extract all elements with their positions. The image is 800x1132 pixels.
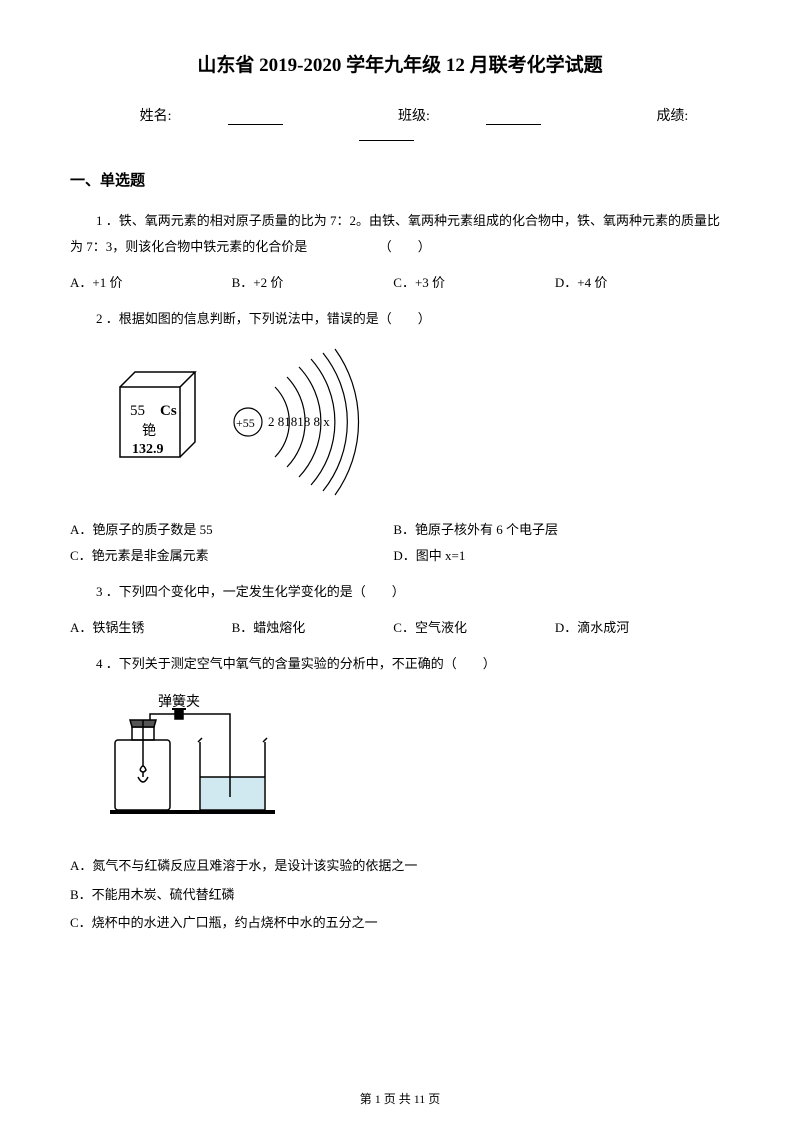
element-box: 55 Cs 铯 132.9 xyxy=(120,372,195,457)
q3-option-d: D．滴水成河 xyxy=(555,615,713,641)
section-header: 一、单选题 xyxy=(70,169,730,190)
q2-option-d: D．图中 x=1 xyxy=(393,543,716,569)
q3-option-c: C．空气液化 xyxy=(393,615,551,641)
question-2-options: A．铯原子的质子数是 55 B．铯原子核外有 6 个电子层 C．铯元素是非金属元… xyxy=(70,517,730,569)
q3-option-a: A．铁锅生锈 xyxy=(70,615,228,641)
q2-option-c: C．铯元素是非金属元素 xyxy=(70,543,393,569)
element-symbol: Cs xyxy=(160,403,177,419)
student-info-row: 姓名: 班级: 成绩: xyxy=(70,105,730,141)
q1-option-b: B．+2 价 xyxy=(232,270,390,296)
q1-option-c: C．+3 价 xyxy=(393,270,551,296)
score-blank xyxy=(359,127,414,141)
bottle xyxy=(115,720,170,810)
question-3-options: A．铁锅生锈 B．蜡烛熔化 C．空气液化 D．滴水成河 xyxy=(70,615,730,641)
question-2-text: 2 ．根据如图的信息判断，下列说法中，错误的是（ ） xyxy=(70,306,730,332)
class-label: 班级: xyxy=(370,109,569,124)
page-title: 山东省 2019-2020 学年九年级 12 月联考化学试题 xyxy=(70,50,730,77)
element-number: 55 xyxy=(130,403,145,419)
base xyxy=(110,810,275,814)
page-footer: 第 1 页 共 11 页 xyxy=(0,1090,800,1107)
question-2-figure: 55 Cs 铯 132.9 +55 2 81818 8 x xyxy=(100,347,730,502)
element-name: 铯 xyxy=(142,423,156,439)
atom-diagram: 55 Cs 铯 132.9 +55 2 81818 8 x xyxy=(100,347,420,497)
question-1-text: 1 ．铁、氧两元素的相对原子质量的比为 7：2。由铁、氧两种元素组成的化合物中，… xyxy=(70,208,730,260)
q3-option-b: B．蜡烛熔化 xyxy=(232,615,390,641)
q1-option-a: A．+1 价 xyxy=(70,270,228,296)
q4-option-a: A．氮气不与红磷反应且难溶于水，是设计该实验的依据之一 xyxy=(70,852,730,881)
question-1-options: A．+1 价 B．+2 价 C．+3 价 D．+4 价 xyxy=(70,270,730,296)
question-3-text: 3 ．下列四个变化中，一定发生化学变化的是（ ） xyxy=(70,579,730,605)
name-blank xyxy=(228,111,283,125)
class-blank xyxy=(486,111,541,125)
question-4-figure: 弹簧夹 xyxy=(100,692,730,837)
q2-option-b: B．铯原子核外有 6 个电子层 xyxy=(393,517,716,543)
question-4-text: 4 ．下列关于测定空气中氧气的含量实验的分析中，不正确的（ ） xyxy=(70,651,730,677)
beaker xyxy=(198,738,267,810)
experiment-apparatus: 弹簧夹 xyxy=(100,692,300,832)
q4-option-b: B．不能用木炭、硫代替红磷 xyxy=(70,881,730,910)
q1-option-d: D．+4 价 xyxy=(555,270,713,296)
q2-option-a: A．铯原子的质子数是 55 xyxy=(70,517,393,543)
clip-label: 弹簧夹 xyxy=(158,694,200,710)
nucleus-charge: +55 xyxy=(236,416,255,430)
tube xyxy=(150,709,230,752)
atomic-mass: 132.9 xyxy=(132,442,164,457)
name-label: 姓名: xyxy=(112,109,311,124)
q4-option-c: C．烧杯中的水进入广口瓶，约占烧杯中水的五分之一 xyxy=(70,909,730,938)
shell-electrons: 2 81818 8 x xyxy=(268,414,330,429)
